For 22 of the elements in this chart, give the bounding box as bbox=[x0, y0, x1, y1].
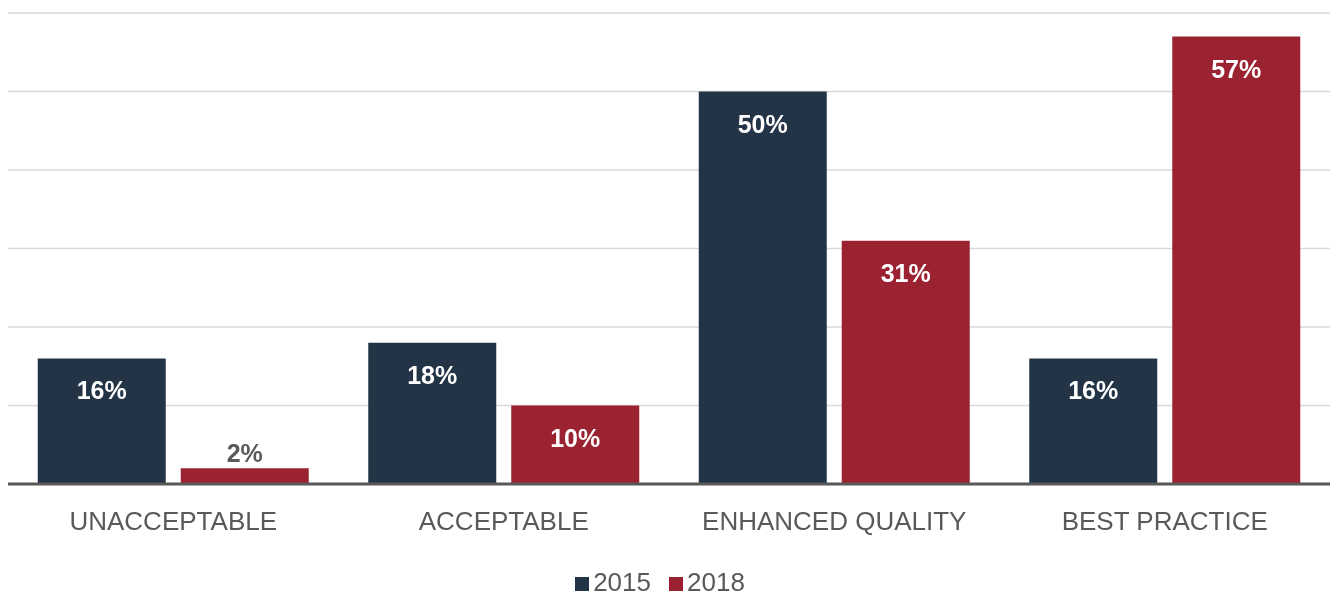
x-tick-label: UNACCEPTABLE bbox=[69, 506, 278, 537]
bar bbox=[1029, 358, 1158, 484]
bar bbox=[180, 468, 309, 484]
data-label: 50% bbox=[737, 109, 788, 138]
x-tick-label: ACCEPTABLE bbox=[418, 506, 589, 537]
bar bbox=[511, 405, 640, 484]
x-tick-label: BEST PRACTICE bbox=[1061, 506, 1268, 537]
bar bbox=[698, 91, 827, 484]
data-label: 2% bbox=[226, 439, 263, 468]
bar bbox=[1172, 36, 1301, 484]
bar bbox=[841, 240, 970, 484]
data-label: 18% bbox=[407, 360, 458, 389]
bar bbox=[368, 342, 497, 484]
legend-label: 2018 bbox=[687, 567, 745, 595]
legend-label: 2015 bbox=[593, 567, 651, 595]
data-label: 57% bbox=[1211, 54, 1262, 83]
bar bbox=[37, 358, 166, 484]
data-label: 31% bbox=[880, 258, 931, 287]
x-tick-label: ENHANCED QUALITY bbox=[702, 506, 967, 537]
data-label: 16% bbox=[76, 376, 127, 405]
data-label: 10% bbox=[550, 423, 601, 452]
data-label: 16% bbox=[1068, 376, 1119, 405]
